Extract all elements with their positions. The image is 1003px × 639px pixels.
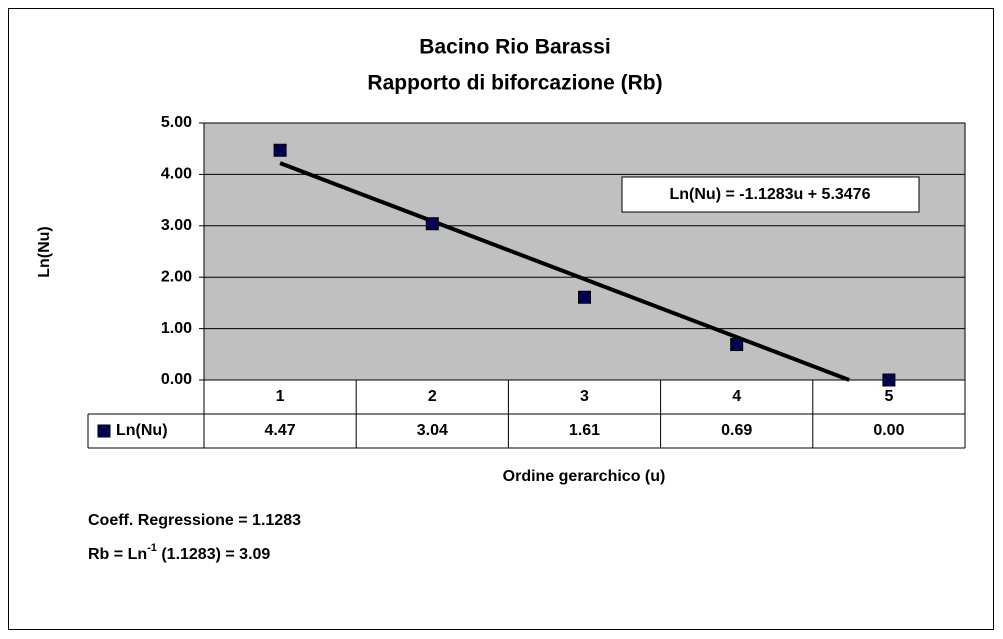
- trendline: [279, 161, 850, 382]
- plot-area: [203, 122, 966, 381]
- x-tick-label: 1: [276, 388, 285, 405]
- chart-title: Bacino Rio Barassi: [419, 36, 610, 59]
- data-label: 0.69: [721, 422, 752, 439]
- y-tick-label: 5.00: [161, 114, 192, 131]
- chart-subtitle: Rapporto di biforcazione (Rb): [367, 72, 662, 95]
- y-tick-label: 3.00: [161, 217, 192, 234]
- y-tick-label: 4.00: [161, 166, 192, 183]
- marker-cross: [273, 143, 287, 157]
- marker: [730, 338, 744, 352]
- marker-cross: [425, 217, 439, 231]
- note-part: Rb = Ln: [88, 546, 147, 563]
- x-axis-label: Ordine gerarchico (u): [503, 468, 666, 485]
- marker: [97, 424, 111, 438]
- data-label: 1.61: [569, 422, 600, 439]
- x-tick-label: 4: [732, 388, 741, 405]
- trendline-label: Ln(Nu) = -1.1283u + 5.3476: [670, 186, 871, 203]
- note-part: (1.1283) = 3.09: [157, 546, 271, 563]
- data-label: 3.04: [417, 422, 448, 439]
- marker-cross: [97, 424, 111, 438]
- marker: [273, 143, 287, 157]
- note: Rb = Ln-1 (1.1283) = 3.09: [88, 542, 270, 563]
- x-tick-label: 3: [580, 388, 589, 405]
- marker-cross: [882, 373, 896, 387]
- x-tick-label: 2: [428, 388, 437, 405]
- marker: [882, 373, 896, 387]
- marker-cross: [730, 338, 744, 352]
- y-tick-label: 2.00: [161, 268, 192, 285]
- note-sup: -1: [147, 542, 157, 554]
- note: Coeff. Regressione = 1.1283: [88, 512, 301, 529]
- legend-label: Ln(Nu): [116, 422, 168, 439]
- data-label: 4.47: [265, 422, 296, 439]
- trendline-label-box: [621, 176, 920, 213]
- data-label: 0.00: [873, 422, 904, 439]
- y-axis-label: Ln(Nu): [36, 226, 53, 278]
- x-tick-label: 5: [884, 388, 893, 405]
- y-tick-label: 1.00: [161, 320, 192, 337]
- marker-cross: [577, 290, 592, 304]
- y-tick-label: 0.00: [161, 371, 192, 388]
- marker: [577, 290, 592, 304]
- marker: [425, 217, 439, 231]
